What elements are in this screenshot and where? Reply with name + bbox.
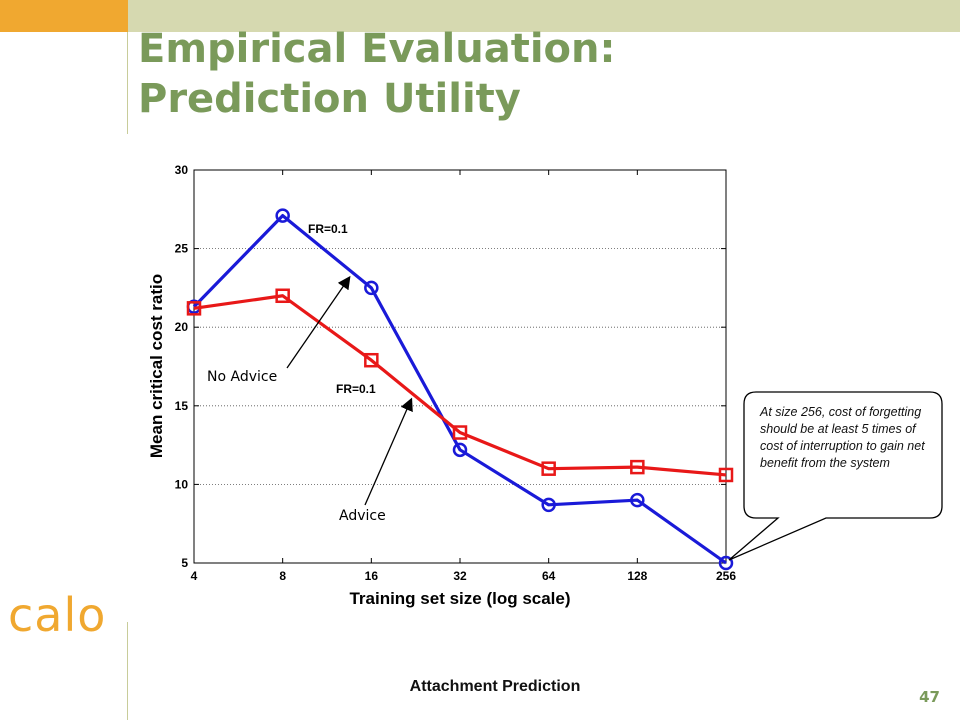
data-point-advice — [630, 459, 645, 475]
top-header-band — [128, 0, 960, 32]
data-point-no-advice — [452, 442, 468, 458]
x-axis-ticks: 4 8 16 32 64 128 256 — [191, 170, 736, 583]
left-divider-bottom — [127, 622, 128, 720]
annotation-fr-advice: FR=0.1 — [336, 382, 376, 396]
y-tick-label: 5 — [181, 556, 188, 570]
annotation-fr-no-advice: FR=0.1 — [308, 222, 348, 236]
data-point-no-advice — [541, 497, 556, 513]
left-divider-top — [127, 32, 128, 134]
data-point-advice — [275, 288, 290, 304]
y-tick-label: 10 — [175, 477, 189, 491]
data-point-advice — [364, 352, 379, 368]
callout-text: At size 256, cost of forgetting should b… — [760, 405, 925, 470]
series-line-no-advice — [192, 213, 727, 565]
x-tick-label: 8 — [279, 569, 286, 583]
top-orange-bar — [0, 0, 128, 32]
x-tick-label: 32 — [453, 569, 467, 583]
annotation-advice: Advice — [339, 508, 386, 524]
data-point-no-advice — [364, 280, 379, 296]
x-tick-label: 256 — [716, 569, 736, 583]
arrow-advice — [364, 397, 413, 506]
data-point-advice — [452, 425, 468, 440]
y-axis-label: Mean critical cost ratio — [147, 274, 166, 458]
callout-bubble — [728, 391, 943, 561]
slide-title-line-1: Empirical Evaluation: — [138, 26, 616, 72]
footer-label: Attachment Prediction — [409, 678, 581, 695]
slide-title-line-2: Prediction Utility — [138, 76, 521, 122]
data-point-advice — [541, 461, 556, 476]
data-point-advice — [718, 467, 734, 483]
y-tick-label: 20 — [175, 320, 189, 334]
calo-logo: calo — [8, 588, 107, 642]
y-axis-ticks: 5 10 15 20 25 30 — [175, 163, 726, 570]
data-point-no-advice — [630, 492, 645, 508]
y-tick-label: 15 — [175, 399, 189, 413]
annotation-no-advice: No Advice — [207, 369, 277, 385]
x-axis-label: Training set size (log scale) — [349, 589, 570, 608]
y-tick-label: 30 — [175, 163, 189, 177]
x-tick-label: 128 — [627, 569, 647, 583]
series-group — [186, 208, 734, 571]
data-point-no-advice — [275, 208, 290, 223]
slide-title: Empirical Evaluation: Prediction Utility — [138, 24, 615, 124]
x-tick-label: 16 — [365, 569, 379, 583]
x-tick-label: 4 — [191, 569, 198, 583]
x-tick-label: 64 — [542, 569, 556, 583]
y-tick-label: 25 — [175, 242, 189, 256]
series-line-advice — [193, 294, 727, 477]
data-point-no-advice — [718, 555, 734, 571]
plot-area — [193, 169, 727, 564]
arrow-no-advice — [286, 275, 351, 369]
page-number: 47 — [919, 688, 940, 706]
data-point-advice — [186, 301, 202, 316]
